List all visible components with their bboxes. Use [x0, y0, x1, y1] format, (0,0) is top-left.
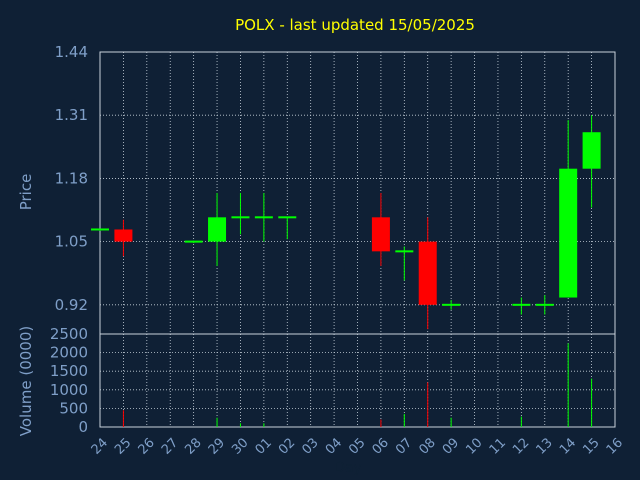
candle-body [91, 228, 109, 231]
candle-body [114, 229, 133, 242]
candles [91, 115, 601, 330]
volume-axis-label: Volume (0000) [17, 326, 35, 436]
volume-y-tick-label: 500 [59, 399, 88, 417]
x-ticks: 24 25 26 27 28 29 30 01 02 03 04 05 06 07 08 09 10 11 12 13… [89, 435, 626, 457]
candle-body [395, 250, 414, 253]
candle-body [535, 303, 554, 306]
volume-y-tick-label: 0 [78, 418, 88, 436]
candle-body [512, 303, 531, 306]
candle-body [442, 303, 461, 306]
price-axis-label: Price [17, 174, 35, 211]
candle-body [254, 216, 273, 219]
price-y-tick-label: 0.92 [55, 296, 88, 314]
volume-y-tick-label: 2000 [50, 344, 88, 362]
chart-title: POLX - last updated 15/05/2025 [235, 16, 475, 34]
volume-y-tick-label: 1000 [50, 381, 88, 399]
candle-body [184, 240, 203, 243]
candle-body [418, 241, 437, 305]
candle-body [582, 132, 601, 169]
price-y-ticks: 1.44 1.31 1.18 1.05 0.92 [55, 43, 88, 314]
candle-body [231, 216, 250, 219]
volume-grid [99, 333, 616, 428]
price-y-tick-label: 1.18 [55, 169, 88, 187]
price-y-tick-label: 1.05 [55, 233, 88, 251]
candle-body [559, 168, 578, 298]
volume-y-tick-label: 2500 [50, 325, 88, 343]
price-y-tick-label: 1.44 [55, 43, 88, 61]
price-y-tick-label: 1.31 [55, 106, 88, 124]
candle-body [208, 217, 227, 242]
volume-bars [122, 343, 593, 427]
x-axis-label: Day [334, 460, 362, 476]
volume-y-tick-label: 1500 [50, 362, 88, 380]
candle-body [278, 216, 297, 219]
candle-body [371, 217, 390, 252]
